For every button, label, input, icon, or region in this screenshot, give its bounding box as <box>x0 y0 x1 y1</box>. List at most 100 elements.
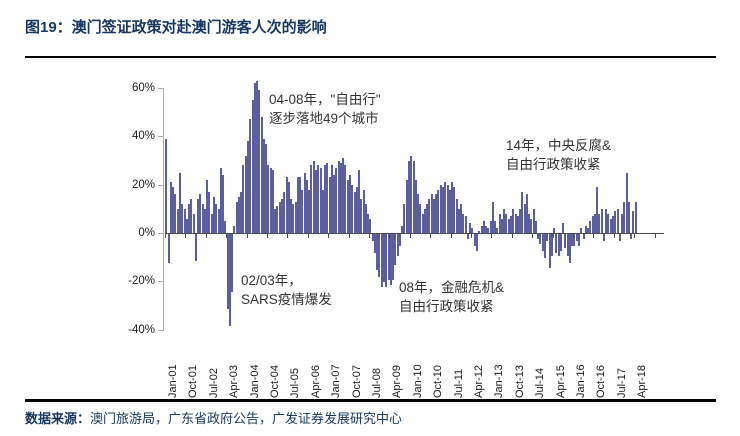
bar <box>226 234 229 309</box>
bar <box>389 234 392 285</box>
bar <box>206 179 209 233</box>
bar <box>251 100 254 233</box>
x-axis-tick <box>552 234 554 238</box>
bar <box>183 208 186 233</box>
bar <box>571 234 574 247</box>
x-axis-tick-label: Apr-06 <box>309 364 322 398</box>
bar <box>593 213 596 233</box>
x-axis-tick-label: Jul-05 <box>289 368 302 398</box>
bar <box>296 177 299 233</box>
x-axis-tick <box>185 234 187 238</box>
bar <box>380 234 383 288</box>
bar <box>219 167 222 233</box>
bar <box>575 234 578 242</box>
bar <box>285 177 288 233</box>
x-axis-tick-label: Jan-07 <box>330 364 343 398</box>
bar <box>573 234 576 247</box>
y-axis-tick <box>158 88 163 89</box>
x-axis-tick <box>287 234 289 238</box>
bar <box>611 216 614 233</box>
bar <box>208 191 211 233</box>
bar <box>335 167 338 233</box>
bar <box>215 204 218 233</box>
bar <box>231 234 234 292</box>
x-axis-tick-label: Apr-15 <box>554 364 567 398</box>
bar <box>321 189 324 233</box>
bar <box>222 175 225 233</box>
bar <box>553 228 556 233</box>
bar <box>412 160 415 233</box>
bar <box>632 211 635 233</box>
bar <box>584 225 587 233</box>
x-axis-tick-label: Oct-16 <box>595 364 608 398</box>
bar <box>596 187 599 233</box>
bar <box>392 234 395 280</box>
bar <box>287 182 290 233</box>
y-axis-tick-label: 60% <box>131 82 155 94</box>
bar <box>353 191 356 233</box>
bar <box>546 234 549 242</box>
bar <box>283 191 286 233</box>
x-axis-tick-label: Jul-11 <box>452 368 465 398</box>
y-axis-tick <box>158 281 163 282</box>
x-axis-tick <box>389 234 391 238</box>
bar <box>324 165 327 233</box>
bar <box>534 220 537 233</box>
bar <box>444 182 447 233</box>
annotation-anti-corruption: 14年，中央反腐& 自由行政策收紧 <box>506 138 612 172</box>
bar <box>244 155 247 233</box>
bar <box>358 170 361 233</box>
x-axis-tick <box>613 234 615 238</box>
bar <box>319 167 322 233</box>
bar <box>401 225 404 233</box>
bar <box>623 201 626 233</box>
bar <box>176 208 179 233</box>
x-axis-tick <box>328 234 330 238</box>
x-axis-tick <box>246 234 248 238</box>
x-axis-tick-label: Oct-07 <box>350 364 363 398</box>
x-axis-tick-label: Jan-01 <box>167 364 179 398</box>
bar <box>281 199 284 233</box>
annotation-financial-crisis: 08年，金融危机& 自由行政策收紧 <box>399 280 505 314</box>
bar <box>317 165 320 233</box>
bar <box>577 234 580 247</box>
bar <box>428 199 431 233</box>
bar <box>494 220 497 233</box>
bar <box>203 208 206 233</box>
bar <box>602 234 605 242</box>
bar <box>480 225 483 233</box>
bar <box>550 234 553 256</box>
bar <box>616 208 619 233</box>
x-axis-tick <box>654 234 656 238</box>
bar <box>505 213 508 233</box>
bar <box>568 234 571 263</box>
bar <box>559 234 562 251</box>
bar-chart: 60% 40% 20% 0% -20% -40% Jan-01 Oct-01 Jul… <box>0 70 740 400</box>
bar <box>525 194 528 233</box>
bar <box>507 218 510 233</box>
bar <box>169 182 172 233</box>
bar <box>430 194 433 233</box>
bar <box>439 184 442 233</box>
bar <box>349 175 352 233</box>
bar <box>487 228 490 233</box>
bar <box>485 225 488 233</box>
bar <box>179 172 181 233</box>
y-axis-tick-label: -20% <box>128 275 155 287</box>
bar <box>557 234 560 256</box>
y-axis-line <box>163 88 164 331</box>
bar <box>260 117 263 233</box>
x-axis-tick <box>450 234 452 238</box>
bar <box>446 184 449 233</box>
bar <box>344 165 347 233</box>
bar <box>269 167 272 233</box>
y-axis-tick-label: 0% <box>138 227 155 239</box>
bar <box>294 201 297 233</box>
bar <box>310 165 313 233</box>
bar <box>417 194 420 233</box>
bar <box>312 160 315 233</box>
data-source-label: 数据来源： <box>25 411 91 426</box>
x-axis-tick-label: Jul-08 <box>371 368 383 398</box>
bar <box>541 234 544 251</box>
bar <box>543 234 546 259</box>
